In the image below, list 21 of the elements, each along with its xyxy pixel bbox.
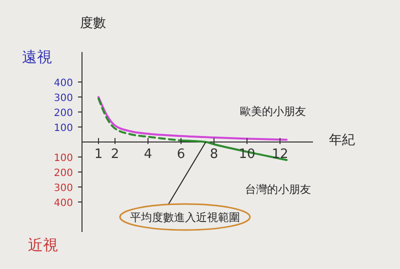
text: 近視 xyxy=(28,236,58,255)
y-tick-label: 100 xyxy=(54,153,73,164)
y-tick-label: 300 xyxy=(54,93,73,104)
y-tick-label: 400 xyxy=(54,198,73,209)
y-tick-label: 400 xyxy=(54,78,73,89)
x-tick-label: 1 xyxy=(94,147,103,162)
annotation: 平均度數進入近視範圍 xyxy=(129,210,241,225)
x-tick-label: 8 xyxy=(210,147,218,162)
y-tick-label: 100 xyxy=(54,123,73,134)
x-tick-label: 4 xyxy=(144,147,152,162)
x-tick-label: 6 xyxy=(176,147,186,162)
y-tick-label: 200 xyxy=(54,168,73,179)
y-axis-title: 度數 xyxy=(80,15,106,32)
y-tick-label: 200 xyxy=(54,108,73,119)
y-tick-label: 300 xyxy=(54,183,73,194)
x-axis-title: 年紀 xyxy=(329,132,355,149)
text: 遠視 xyxy=(22,48,52,67)
x-tick-label: 2 xyxy=(110,147,120,162)
text: 台灣的小朋友 xyxy=(245,182,311,197)
series-label: 歐美的小朋友 xyxy=(240,104,306,119)
x-tick-label: 12 xyxy=(272,147,288,162)
